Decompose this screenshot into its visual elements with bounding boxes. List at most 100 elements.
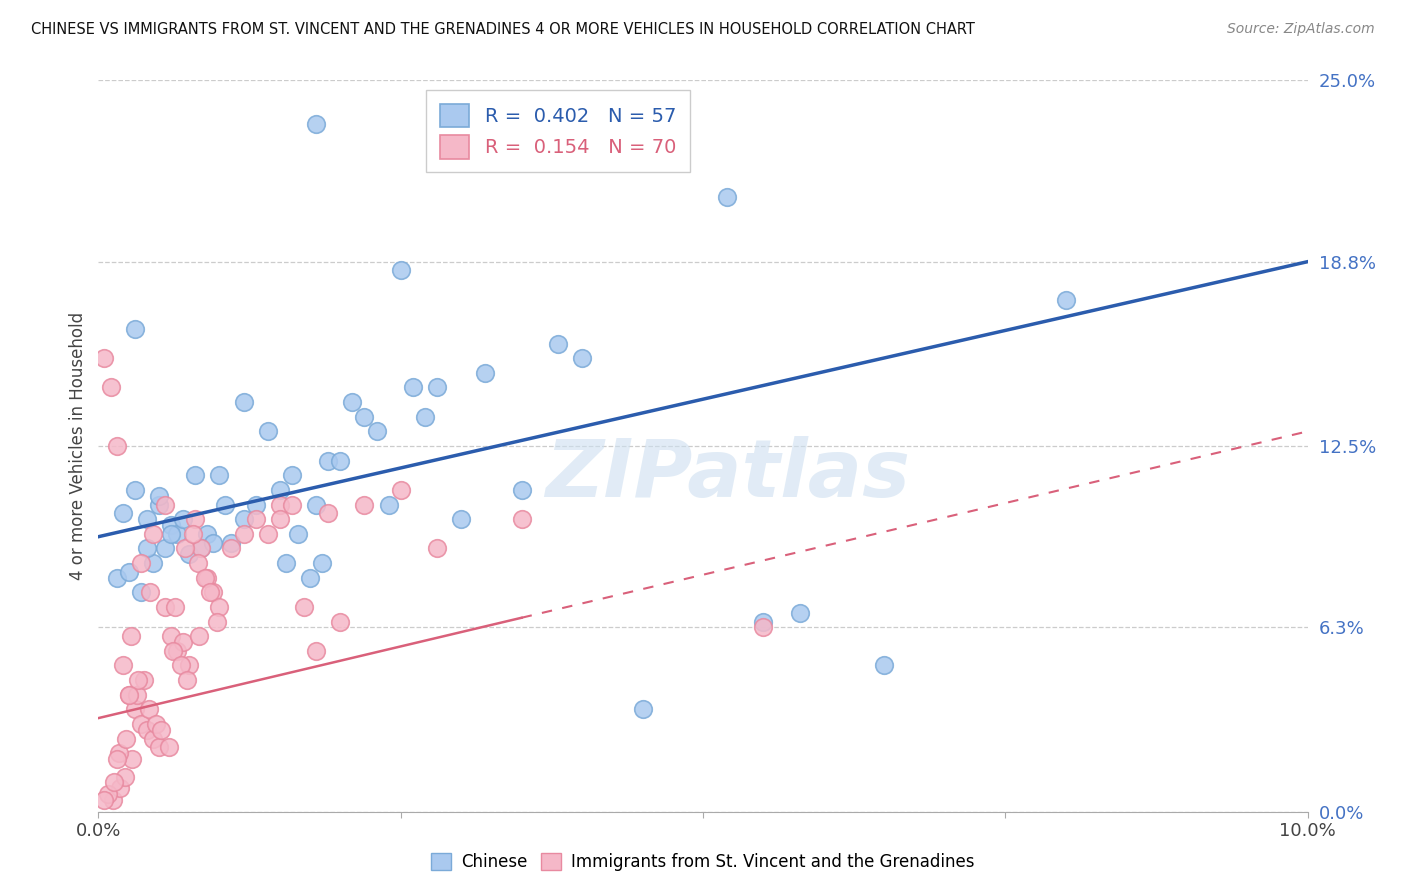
Point — [93, 793, 115, 807]
Point — [105, 571, 128, 585]
Point — [269, 483, 291, 497]
Point — [342, 395, 364, 409]
Point — [205, 615, 228, 629]
Point — [124, 322, 146, 336]
Point — [281, 468, 304, 483]
Point — [389, 483, 412, 497]
Point — [232, 512, 254, 526]
Point — [510, 483, 533, 497]
Point — [353, 409, 375, 424]
Point — [1054, 293, 1077, 307]
Point — [148, 498, 170, 512]
Point — [221, 541, 243, 556]
Point — [269, 512, 291, 526]
Point — [157, 740, 180, 755]
Point — [305, 644, 328, 658]
Point — [269, 498, 291, 512]
Point — [166, 644, 188, 658]
Point — [377, 498, 399, 512]
Point — [160, 629, 183, 643]
Point — [190, 541, 212, 556]
Point — [118, 688, 141, 702]
Point — [148, 489, 170, 503]
Point — [184, 512, 207, 526]
Point — [169, 658, 191, 673]
Point — [194, 571, 217, 585]
Point — [124, 702, 146, 716]
Point — [101, 793, 124, 807]
Point — [153, 541, 176, 556]
Point — [181, 526, 204, 541]
Point — [329, 453, 352, 467]
Point — [166, 526, 188, 541]
Point — [163, 599, 186, 614]
Point — [187, 629, 209, 643]
Point — [118, 688, 141, 702]
Point — [162, 644, 184, 658]
Point — [571, 351, 593, 366]
Point — [366, 425, 388, 439]
Point — [118, 565, 141, 579]
Point — [316, 506, 339, 520]
Point — [202, 585, 225, 599]
Point — [256, 526, 278, 541]
Point — [195, 526, 218, 541]
Point — [187, 556, 209, 570]
Point — [631, 702, 654, 716]
Text: ZIPatlas: ZIPatlas — [544, 436, 910, 515]
Legend: R =  0.402   N = 57, R =  0.154   N = 70: R = 0.402 N = 57, R = 0.154 N = 70 — [426, 90, 689, 172]
Point — [145, 717, 167, 731]
Point — [474, 366, 496, 380]
Point — [402, 380, 425, 394]
Legend: Chinese, Immigrants from St. Vincent and the Grenadines: Chinese, Immigrants from St. Vincent and… — [423, 845, 983, 880]
Point — [124, 483, 146, 497]
Point — [93, 351, 115, 366]
Point — [142, 526, 165, 541]
Point — [134, 673, 156, 687]
Point — [274, 556, 297, 570]
Point — [305, 498, 328, 512]
Point — [232, 395, 254, 409]
Point — [413, 409, 436, 424]
Point — [139, 585, 162, 599]
Point — [198, 585, 221, 599]
Point — [153, 498, 176, 512]
Point — [135, 723, 157, 737]
Point — [120, 629, 142, 643]
Point — [160, 526, 183, 541]
Point — [389, 263, 412, 277]
Point — [108, 746, 131, 760]
Point — [179, 658, 201, 673]
Point — [311, 556, 333, 570]
Point — [174, 541, 197, 556]
Point — [127, 673, 149, 687]
Point — [256, 425, 278, 439]
Point — [114, 770, 136, 784]
Point — [873, 658, 896, 673]
Point — [305, 117, 328, 131]
Point — [97, 787, 120, 801]
Point — [129, 585, 152, 599]
Point — [299, 571, 322, 585]
Point — [121, 752, 143, 766]
Point — [100, 380, 122, 394]
Point — [172, 635, 194, 649]
Point — [281, 498, 304, 512]
Point — [329, 615, 352, 629]
Point — [214, 498, 236, 512]
Point — [148, 740, 170, 755]
Y-axis label: 4 or more Vehicles in Household: 4 or more Vehicles in Household — [69, 312, 87, 580]
Point — [142, 556, 165, 570]
Point — [184, 468, 207, 483]
Point — [135, 541, 157, 556]
Point — [208, 468, 231, 483]
Point — [426, 380, 449, 394]
Point — [316, 453, 339, 467]
Point — [172, 512, 194, 526]
Point — [426, 541, 449, 556]
Point — [547, 336, 569, 351]
Point — [111, 506, 134, 520]
Point — [195, 571, 218, 585]
Point — [202, 535, 225, 549]
Point — [752, 615, 775, 629]
